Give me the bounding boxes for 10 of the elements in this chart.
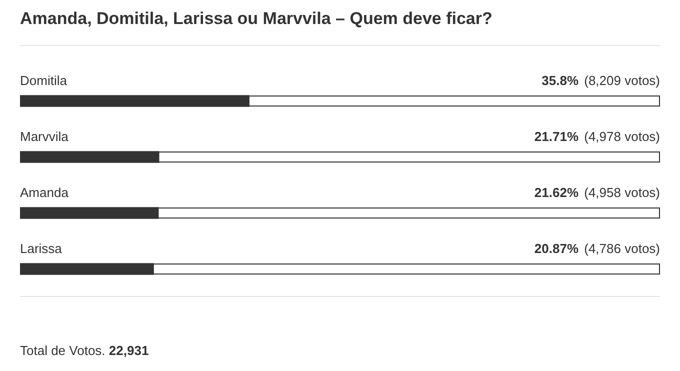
- data-label: 35.8% (8,209 votos): [542, 73, 660, 88]
- y-tick-label: Marvvila: [20, 129, 70, 144]
- data-label: 21.62% (4,958 votos): [534, 185, 660, 200]
- text: Total de Votos. 22,931: [20, 343, 149, 358]
- data-label: 20.87% (4,786 votos): [534, 241, 660, 256]
- y-tick-label: Domitila: [20, 73, 68, 88]
- data-label: 21.71% (4,978 votos): [534, 129, 660, 144]
- y-tick-label: Larissa: [20, 241, 63, 256]
- chart-title: Amanda, Domitila, Larissa ou Marvvila – Quem deve ficar?: [20, 9, 492, 29]
- y-tick-label: Amanda: [20, 185, 70, 200]
